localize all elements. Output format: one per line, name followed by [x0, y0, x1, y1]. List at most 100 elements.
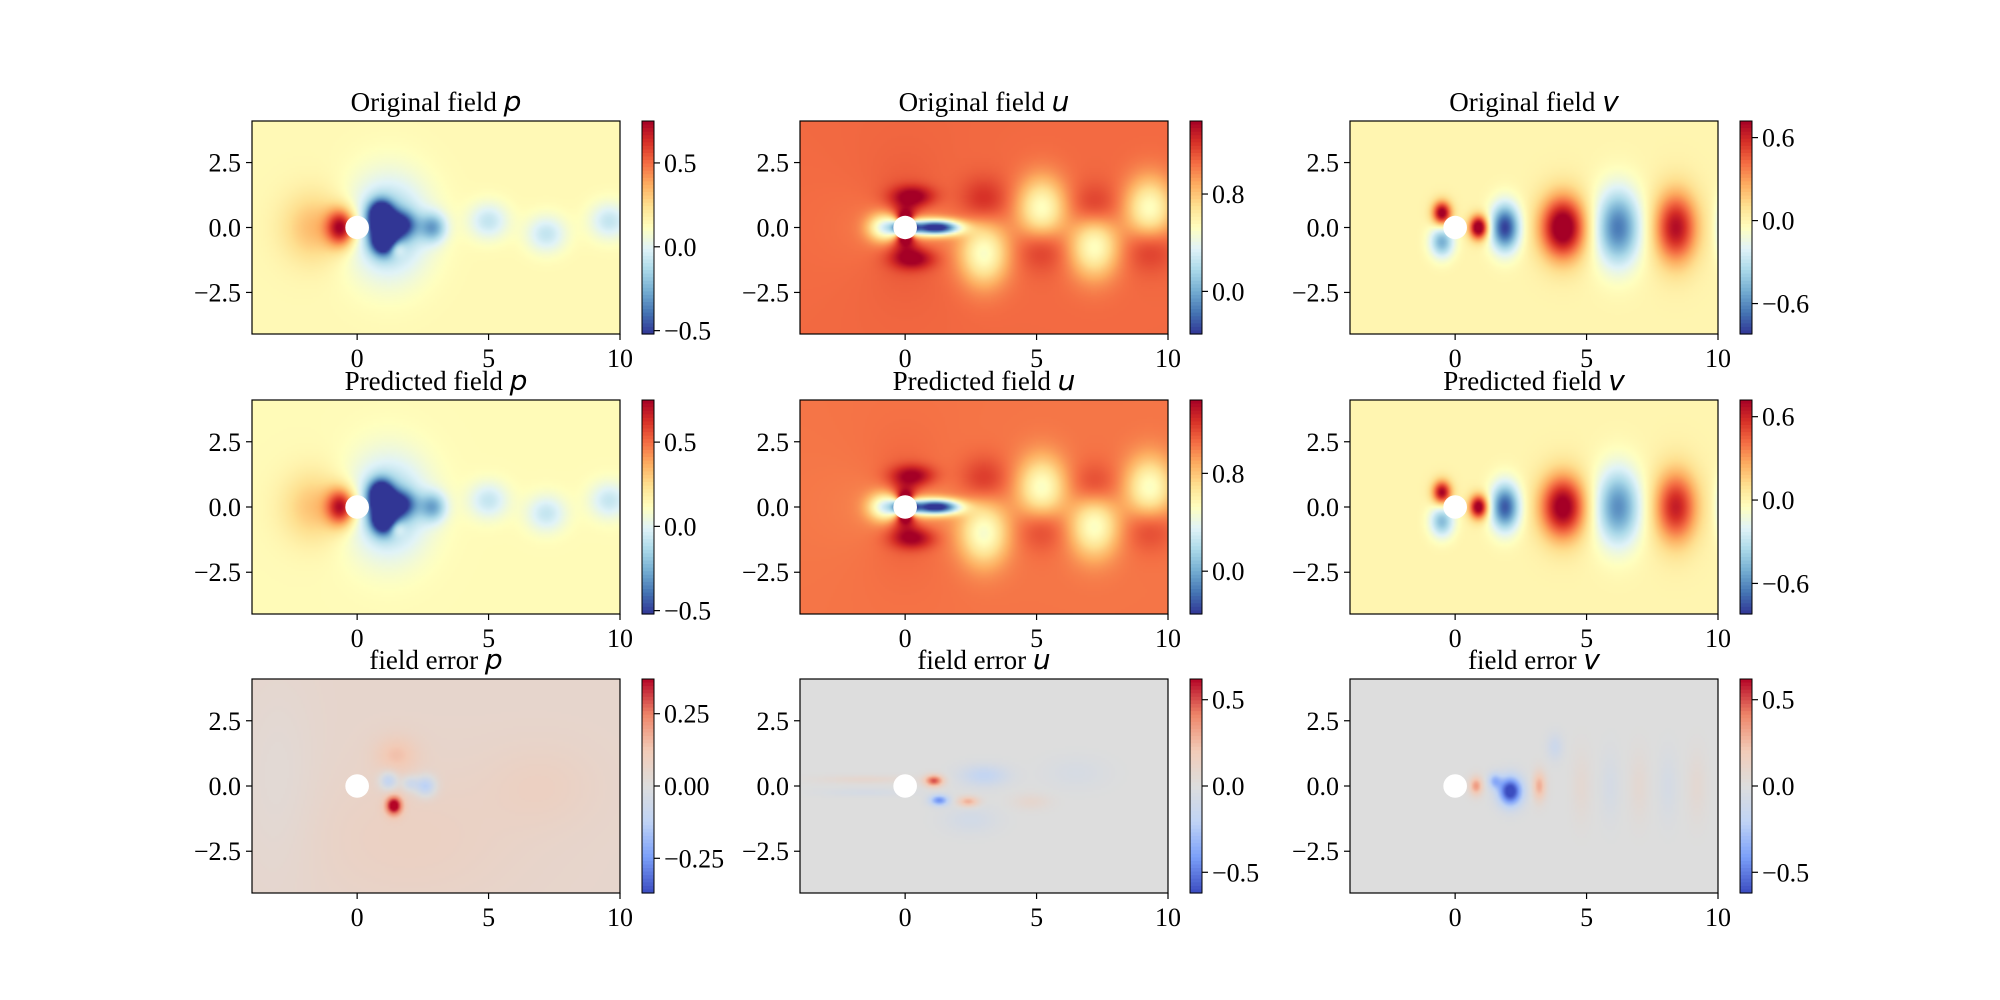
- colorbar-segment: [642, 525, 654, 529]
- colorbar-segment: [1740, 568, 1752, 572]
- colorbar-segment: [1190, 575, 1202, 579]
- colorbar-segment: [1740, 765, 1752, 769]
- y-tick-label: 2.5: [209, 428, 242, 457]
- colorbar-segment: [642, 489, 654, 493]
- subplot-1: 0 5 102.50.0−2.5Original field p0.50.0−0.5: [194, 85, 711, 373]
- subplot-title: field error p: [369, 643, 502, 676]
- colorbar-segment: [1740, 775, 1752, 779]
- colorbar-segment: [1190, 571, 1202, 575]
- colorbar-segment: [1740, 733, 1752, 737]
- colorbar-segment: [1740, 281, 1752, 285]
- colorbar-segment: [1740, 600, 1752, 604]
- colorbar-segment: [1190, 135, 1202, 139]
- colorbar-segment: [1190, 511, 1202, 515]
- colorbar-segment: [1190, 306, 1202, 310]
- colorbar-segment: [1190, 593, 1202, 597]
- colorbar-segment: [1190, 439, 1202, 443]
- colorbar-segment: [642, 561, 654, 565]
- colorbar-segment: [1190, 263, 1202, 267]
- colorbar-segment: [1740, 757, 1752, 761]
- colorbar-segment: [1190, 754, 1202, 758]
- colorbar-segment: [1740, 238, 1752, 242]
- colorbar-segment: [1740, 496, 1752, 500]
- title-prefix: field error: [369, 645, 484, 675]
- colorbar-segment: [1190, 181, 1202, 185]
- heatmap-image: [252, 121, 620, 334]
- colorbar-segment: [642, 568, 654, 572]
- colorbar-segment: [642, 557, 654, 561]
- colorbar-segment: [642, 429, 654, 433]
- colorbar-segment: [1190, 557, 1202, 561]
- colorbar-segment: [1740, 242, 1752, 246]
- colorbar-segment: [1190, 199, 1202, 203]
- colorbar-segment: [1740, 425, 1752, 429]
- colorbar-segment: [1190, 302, 1202, 306]
- y-tick-label: 0.0: [1307, 493, 1340, 522]
- y-tick-label: 0.0: [1307, 772, 1340, 801]
- title-variable: v: [1608, 364, 1625, 397]
- colorbar-segment: [1740, 550, 1752, 554]
- colorbar-segment: [1190, 454, 1202, 458]
- colorbar-segment: [642, 786, 654, 790]
- colorbar-segment: [1740, 725, 1752, 729]
- colorbar-segment: [1740, 132, 1752, 136]
- colorbar-segment: [642, 882, 654, 886]
- colorbar-segment: [642, 457, 654, 461]
- colorbar-segment: [642, 414, 654, 418]
- cylinder-marker: [1443, 495, 1467, 518]
- colorbar-segment: [1190, 708, 1202, 712]
- colorbar-segment: [1190, 125, 1202, 129]
- colorbar: 0.80.0: [1190, 121, 1245, 335]
- colorbar-segment: [642, 320, 654, 324]
- colorbar-segment: [1740, 693, 1752, 697]
- colorbar-segment: [1190, 872, 1202, 876]
- cylinder-marker: [893, 216, 917, 239]
- colorbar-segment: [1740, 139, 1752, 143]
- colorbar-segment: [642, 418, 654, 422]
- colorbar-segment: [1190, 761, 1202, 765]
- x-tick-label: 10: [1155, 624, 1181, 653]
- cylinder-marker: [1443, 774, 1467, 797]
- colorbar-segment: [1190, 875, 1202, 879]
- y-tick-label: 0.0: [209, 493, 242, 522]
- y-tick-label: −2.5: [742, 278, 789, 307]
- colorbar-segment: [1740, 603, 1752, 607]
- colorbar-segment: [1740, 313, 1752, 317]
- colorbar-segment: [1190, 868, 1202, 872]
- colorbar-segment: [642, 532, 654, 536]
- x-tick-label: 5: [1030, 903, 1043, 932]
- colorbar-segment: [642, 740, 654, 744]
- colorbar-segment: [642, 231, 654, 235]
- colorbar-segment: [1190, 486, 1202, 490]
- colorbar-segment: [642, 323, 654, 327]
- colorbar-segment: [642, 797, 654, 801]
- colorbar-segment: [642, 421, 654, 425]
- colorbar-segment: [1740, 400, 1752, 404]
- colorbar-segment: [1190, 715, 1202, 719]
- colorbar-segment: [1190, 320, 1202, 324]
- colorbar-segment: [1740, 199, 1752, 203]
- x-tick-label: 10: [1705, 624, 1731, 653]
- colorbar-segment: [1190, 829, 1202, 833]
- colorbar-segment: [1190, 421, 1202, 425]
- colorbar-segment: [1190, 793, 1202, 797]
- colorbar-segment: [642, 711, 654, 715]
- colorbar-segment: [642, 511, 654, 515]
- colorbar-segment: [1740, 836, 1752, 840]
- colorbar-segment: [1190, 768, 1202, 772]
- colorbar-tick-label: −0.5: [664, 597, 711, 626]
- colorbar-segment: [642, 793, 654, 797]
- colorbar-segment: [1740, 439, 1752, 443]
- colorbar-segment: [1740, 213, 1752, 217]
- colorbar-segment: [1740, 461, 1752, 465]
- colorbar-segment: [1740, 872, 1752, 876]
- colorbar-segment: [1740, 761, 1752, 765]
- colorbar-segment: [1740, 210, 1752, 214]
- colorbar-segment: [1740, 167, 1752, 171]
- colorbar-segment: [1740, 700, 1752, 704]
- colorbar-segment: [642, 139, 654, 143]
- subplot-4: 0 5 102.50.0−2.5Predicted field p0.50.0−0.…: [194, 364, 711, 653]
- colorbar-segment: [1190, 277, 1202, 281]
- colorbar-segment: [642, 439, 654, 443]
- colorbar-segment: [1740, 553, 1752, 557]
